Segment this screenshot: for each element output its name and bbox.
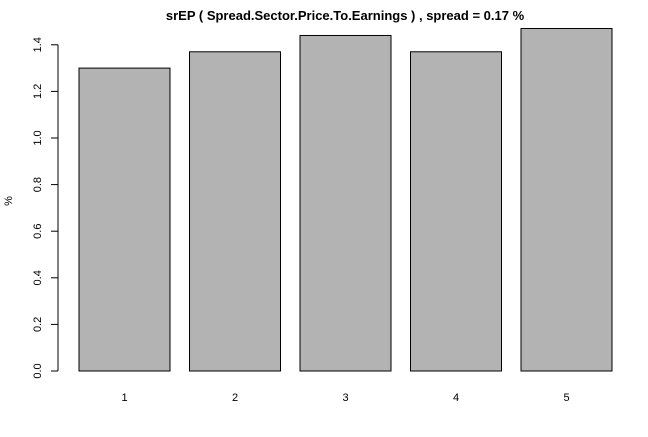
y-tick-label: 0.0 [32,363,44,378]
y-tick-label: 0.8 [32,177,44,192]
x-category-label: 5 [563,392,569,404]
y-axis: 0.0 0.2 0.4 0.6 0.8 1.0 1.2 1.4 [32,37,59,379]
bar-5 [520,27,613,372]
y-tick-label: 1.0 [32,130,44,145]
y-tick-label: 0.2 [32,317,44,332]
bar-1 [78,67,171,372]
y-tick-label: 1.4 [32,37,44,52]
bar-4 [410,51,502,372]
y-axis-label: % [3,196,15,206]
x-category-label: 1 [121,392,127,404]
bar-2 [189,51,281,372]
bar-3 [299,34,392,372]
y-tick-label: 0.4 [32,270,44,285]
bars-group [78,27,613,372]
x-category-label: 3 [342,392,348,404]
x-category-label: 2 [232,392,238,404]
x-category-label: 4 [453,392,459,404]
y-tick-label: 0.6 [32,224,44,239]
y-tick-label: 1.2 [32,84,44,99]
x-axis-labels: 1 2 3 4 5 [121,392,569,404]
chart-title: srEP ( Spread.Sector.Price.To.Earnings )… [166,8,525,23]
